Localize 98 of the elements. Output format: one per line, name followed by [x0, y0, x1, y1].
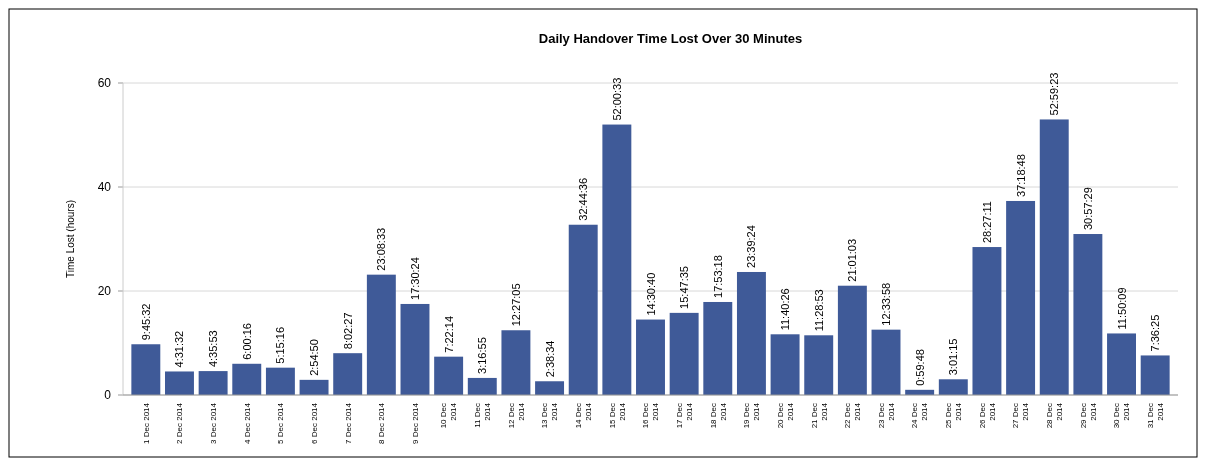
data-label: 12:33:58 — [880, 282, 893, 326]
x-tick-label: 2 Dec 2014 — [175, 402, 185, 444]
bar — [703, 301, 733, 395]
bar — [736, 271, 766, 395]
data-label: 3:01:15 — [947, 338, 960, 376]
bar — [602, 124, 632, 395]
bar — [568, 224, 598, 395]
y-tick-label: 60 — [97, 76, 112, 91]
bar — [1039, 119, 1069, 395]
x-tick-label: 10 Dec 2014 — [439, 402, 459, 429]
data-label: 11:28:53 — [812, 289, 825, 332]
bar — [232, 363, 262, 395]
data-label: 4:35:53 — [207, 330, 220, 368]
bar — [165, 371, 194, 395]
x-tick-label: 27 Dec 2014 — [1011, 402, 1031, 429]
data-label: 6:00:16 — [240, 323, 253, 360]
data-label: 4:31:32 — [173, 330, 186, 368]
bar — [871, 329, 901, 395]
x-tick-label: 24 Dec 2014 — [910, 402, 930, 429]
x-tick-label: 14 Dec 2014 — [574, 402, 594, 429]
x-tick-label: 31 Dec 2014 — [1145, 402, 1165, 429]
x-tick-label: 1 Dec 2014 — [141, 402, 151, 444]
x-tick-label: 3 Dec 2014 — [208, 402, 218, 444]
data-label: 2:38:34 — [543, 340, 556, 378]
bar — [804, 335, 834, 395]
bar — [1006, 200, 1036, 395]
x-tick-label: 18 Dec 2014 — [708, 402, 728, 429]
x-tick-label: 28 Dec 2014 — [1045, 402, 1065, 429]
x-tick-label: 9 Dec 2014 — [410, 402, 420, 444]
x-tick-label: 26 Dec 2014 — [977, 402, 997, 429]
bar — [1140, 355, 1170, 395]
chart-title: Daily Handover Time Lost Over 30 Minutes — [538, 31, 803, 46]
bar — [770, 334, 800, 395]
x-tick-label: 7 Dec 2014 — [343, 402, 353, 444]
bar — [366, 274, 396, 395]
bar — [837, 285, 867, 395]
bar — [400, 303, 430, 395]
x-tick-label: 12 Dec 2014 — [506, 402, 526, 429]
data-label: 21:01:03 — [846, 238, 859, 282]
x-tick-label: 25 Dec 2014 — [944, 402, 964, 429]
data-label: 9:45:32 — [139, 303, 152, 341]
data-label: 5:15:16 — [274, 326, 287, 364]
data-label: 15:47:35 — [678, 266, 691, 309]
bar — [636, 319, 665, 395]
data-label: 11:40:26 — [779, 288, 792, 331]
x-tick-label: 23 Dec 2014 — [876, 402, 896, 429]
data-label: 12:27:05 — [509, 283, 522, 327]
data-label: 52:00:33 — [610, 77, 623, 121]
x-tick-label: 17 Dec 2014 — [674, 402, 694, 429]
y-axis-title: Time Lost (hours) — [65, 200, 76, 278]
y-tick-label: 0 — [104, 388, 112, 403]
data-label: 8:02:27 — [341, 312, 354, 350]
bar — [669, 312, 699, 395]
y-tick-label: 40 — [97, 180, 112, 195]
bar — [938, 379, 968, 395]
data-label: 7:36:25 — [1149, 314, 1162, 352]
x-tick-label: 13 Dec 2014 — [540, 402, 560, 429]
data-label: 0:59:48 — [913, 349, 926, 386]
x-tick-label: 22 Dec 2014 — [843, 402, 863, 429]
x-tick-label: 8 Dec 2014 — [377, 402, 387, 444]
bar — [501, 330, 531, 395]
x-tick-label: 16 Dec 2014 — [641, 402, 661, 429]
x-tick-label: 21 Dec 2014 — [809, 402, 829, 429]
bar — [434, 356, 464, 395]
data-label: 17:30:24 — [408, 257, 421, 300]
bar — [198, 371, 228, 395]
bar — [467, 377, 497, 395]
x-tick-label: 15 Dec 2014 — [607, 402, 627, 429]
data-label: 3:16:55 — [476, 337, 489, 374]
data-label: 30:57:29 — [1081, 187, 1094, 231]
data-label: 52:59:23 — [1048, 72, 1061, 116]
x-tick-label: 29 Dec 2014 — [1078, 402, 1098, 429]
x-tick-label: 11 Dec 2014 — [473, 402, 493, 428]
data-label: 2:54:50 — [308, 339, 321, 376]
x-tick-label: 19 Dec 2014 — [742, 402, 762, 429]
x-tick-label: 6 Dec 2014 — [309, 402, 319, 444]
data-label: 23:39:24 — [745, 225, 758, 268]
x-tick-label: 20 Dec 2014 — [775, 402, 795, 429]
data-label: 32:44:36 — [577, 177, 590, 221]
x-tick-label: 4 Dec 2014 — [242, 402, 252, 444]
y-tick-label: 20 — [97, 284, 112, 299]
data-label: 37:18:48 — [1014, 154, 1027, 197]
data-label: 7:22:14 — [442, 315, 455, 353]
bar — [972, 247, 1002, 395]
bar — [333, 353, 363, 395]
x-tick-label: 5 Dec 2014 — [276, 402, 286, 444]
x-tick-label: 30 Dec 2014 — [1112, 402, 1132, 429]
data-label: 23:08:33 — [375, 227, 388, 271]
bar — [299, 379, 329, 395]
bar — [535, 381, 565, 395]
bar — [1073, 234, 1103, 395]
data-label: 11:50:09 — [1115, 287, 1128, 330]
bar — [131, 344, 161, 395]
bar — [265, 367, 295, 395]
data-label: 17:53:18 — [711, 255, 724, 298]
data-label: 14:30:40 — [644, 272, 657, 316]
bar — [1107, 333, 1136, 395]
data-label: 28:27:11 — [980, 201, 993, 244]
